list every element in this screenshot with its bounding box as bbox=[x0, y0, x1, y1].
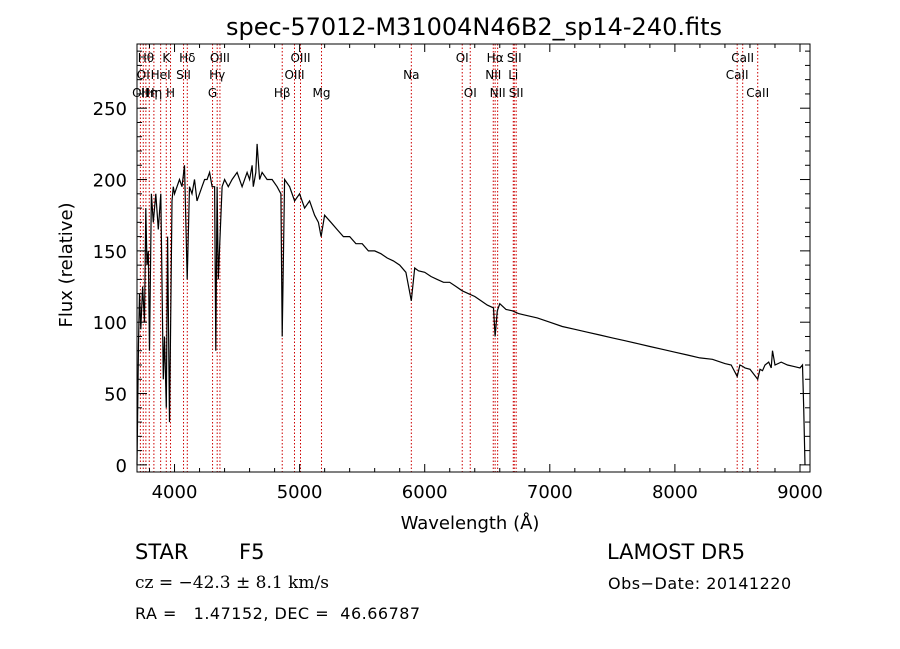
obs-date: Obs−Date: 20141220 bbox=[608, 574, 792, 593]
line-marker-label: Hδ bbox=[179, 51, 195, 65]
line-marker-label: SII bbox=[176, 68, 191, 82]
line-marker-label: OI bbox=[137, 68, 150, 82]
subclass: F5 bbox=[239, 540, 265, 564]
line-marker-label: HeI bbox=[151, 68, 171, 82]
coordinates: RA = 1.47152, DEC = 46.66787 bbox=[135, 604, 421, 623]
x-tick-label: 9000 bbox=[777, 482, 823, 503]
y-axis-label: Flux (relative) bbox=[56, 202, 77, 327]
line-marker-label: OI bbox=[464, 86, 477, 100]
line-marker-label: Hγ bbox=[209, 68, 225, 82]
redshift: cz = −42.3 ± 8.1 km/s bbox=[135, 573, 329, 593]
line-marker-label: Hθ bbox=[138, 51, 154, 65]
x-tick-label: 7000 bbox=[527, 482, 573, 503]
line-marker-label: SII bbox=[507, 51, 522, 65]
spectral-line-markers bbox=[139, 44, 759, 472]
y-tick-label: 50 bbox=[104, 385, 127, 406]
line-marker-label: OIII bbox=[210, 51, 230, 65]
spectrum-line bbox=[136, 143, 806, 465]
line-marker-label: Hη bbox=[146, 86, 163, 100]
line-marker-label: Hβ bbox=[274, 86, 291, 100]
line-marker-label: NII bbox=[485, 68, 501, 82]
object-class: STAR bbox=[135, 540, 189, 564]
line-marker-label: H bbox=[166, 86, 175, 100]
line-marker-label: NII bbox=[490, 86, 506, 100]
line-marker-label: CaII bbox=[731, 51, 754, 65]
line-marker-label: CaII bbox=[746, 86, 769, 100]
plot-frame bbox=[136, 43, 811, 473]
x-tick-label: 5000 bbox=[277, 482, 323, 503]
line-marker-label: OIII bbox=[290, 51, 310, 65]
y-tick-label: 100 bbox=[93, 313, 127, 334]
line-marker-label: OIII bbox=[284, 68, 304, 82]
line-marker-label: Hη bbox=[141, 86, 158, 100]
line-marker-label: OI bbox=[456, 51, 469, 65]
x-tick-label: 6000 bbox=[402, 482, 448, 503]
line-marker-label: OII bbox=[132, 86, 149, 100]
y-tick-label: 200 bbox=[93, 171, 127, 192]
line-marker-label: SII bbox=[509, 86, 524, 100]
spectral-line-labels: OIIOIHθHηHηHeIKHSIIHδGHγOIIIHβOIIIOIIIMg… bbox=[132, 51, 769, 100]
line-marker-label: Hα bbox=[487, 51, 504, 65]
y-axis: 0 50 100 150 200 250 bbox=[93, 50, 810, 477]
y-tick-label: 150 bbox=[93, 242, 127, 263]
line-marker-label: Mg bbox=[313, 86, 331, 100]
line-marker-label: K bbox=[162, 51, 171, 65]
x-tick-label: 8000 bbox=[652, 482, 698, 503]
survey-name: LAMOST DR5 bbox=[607, 540, 746, 564]
line-marker-label: CaII bbox=[726, 68, 749, 82]
x-axis: 4000 5000 6000 7000 8000 9000 bbox=[149, 44, 823, 503]
chart-title: spec-57012-M31004N46B2_sp14-240.fits bbox=[226, 13, 722, 41]
line-marker-label: G bbox=[208, 86, 217, 100]
x-tick-label: 4000 bbox=[152, 482, 198, 503]
y-tick-label: 250 bbox=[93, 99, 127, 120]
x-axis-label: Wavelength (Å) bbox=[401, 512, 540, 534]
line-marker-label: Li bbox=[508, 68, 518, 82]
y-tick-label: 0 bbox=[116, 456, 127, 477]
line-marker-label: Na bbox=[403, 68, 419, 82]
